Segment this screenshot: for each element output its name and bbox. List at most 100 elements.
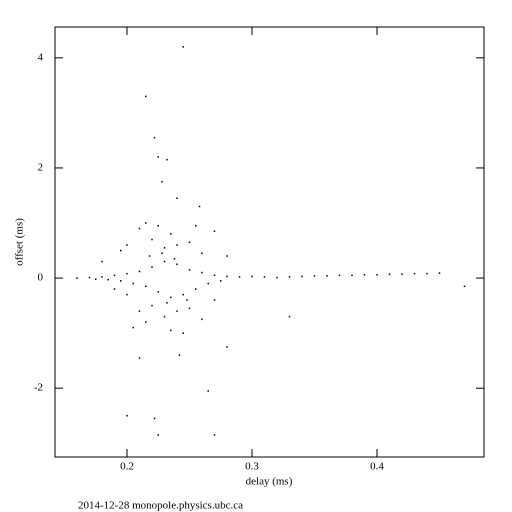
point xyxy=(226,255,228,257)
point xyxy=(95,278,97,280)
plot-frame xyxy=(54,26,485,458)
point xyxy=(238,276,241,278)
point xyxy=(161,252,163,255)
point xyxy=(176,244,178,246)
point xyxy=(207,282,209,285)
y-tick-label: 0 xyxy=(38,272,44,284)
point xyxy=(188,269,191,271)
point xyxy=(161,180,163,183)
point xyxy=(138,357,141,359)
point xyxy=(132,326,134,329)
point xyxy=(126,272,128,275)
point xyxy=(263,276,266,278)
point xyxy=(157,225,159,227)
point xyxy=(120,280,122,282)
point xyxy=(113,274,116,277)
point xyxy=(438,272,441,274)
point xyxy=(138,270,141,273)
point xyxy=(213,299,216,301)
point xyxy=(186,299,188,301)
footer: 2014-12-28 monopole.physics.ubc.ca xyxy=(78,500,243,512)
point xyxy=(201,271,203,274)
point xyxy=(145,95,147,98)
point xyxy=(145,321,147,323)
point xyxy=(288,315,291,318)
point xyxy=(276,276,278,279)
point xyxy=(120,249,122,252)
point xyxy=(145,222,147,224)
point xyxy=(188,241,191,244)
point xyxy=(163,315,166,318)
point xyxy=(226,346,228,348)
x-tick-label: 0.3 xyxy=(245,461,259,473)
point xyxy=(182,332,184,334)
point xyxy=(195,225,197,227)
point xyxy=(126,293,128,296)
point xyxy=(401,273,403,275)
point xyxy=(213,434,216,436)
point xyxy=(326,275,328,277)
point xyxy=(101,276,103,278)
point xyxy=(166,158,168,161)
point xyxy=(213,230,216,233)
point xyxy=(151,266,153,268)
point xyxy=(138,310,141,312)
point xyxy=(126,244,128,246)
point xyxy=(226,275,228,278)
point xyxy=(101,260,103,263)
point xyxy=(176,310,178,312)
point xyxy=(213,274,216,277)
point xyxy=(145,285,147,288)
point xyxy=(113,288,116,290)
point xyxy=(132,282,134,285)
point xyxy=(76,277,78,279)
point xyxy=(88,276,91,279)
point xyxy=(220,280,222,282)
point xyxy=(107,278,109,281)
point xyxy=(195,288,197,290)
point xyxy=(173,258,176,260)
point xyxy=(157,291,159,293)
point xyxy=(426,272,428,275)
point xyxy=(151,238,153,241)
point xyxy=(153,417,156,420)
x-tick-label: 0.4 xyxy=(370,461,384,473)
point xyxy=(138,227,141,230)
point xyxy=(351,274,353,277)
point xyxy=(176,197,178,199)
point xyxy=(201,318,203,321)
y-tick-label: 4 xyxy=(38,51,44,63)
point xyxy=(126,414,128,417)
point xyxy=(153,136,156,139)
y-axis-label: offset (ms) xyxy=(14,218,26,266)
point xyxy=(198,205,201,208)
point xyxy=(176,263,178,266)
point xyxy=(207,390,209,392)
point xyxy=(313,275,316,277)
point xyxy=(251,275,253,278)
point xyxy=(182,46,184,48)
point xyxy=(151,304,153,307)
point xyxy=(157,434,159,436)
point xyxy=(376,274,378,276)
x-tick-label: 0.2 xyxy=(120,461,134,473)
point xyxy=(288,276,291,278)
y-tick-label: -2 xyxy=(34,382,43,394)
point xyxy=(166,302,168,304)
point xyxy=(148,255,151,257)
point xyxy=(338,274,341,277)
point xyxy=(170,329,172,332)
point xyxy=(170,233,172,235)
point xyxy=(163,247,166,249)
point xyxy=(363,274,366,276)
point xyxy=(157,156,159,158)
point xyxy=(413,272,416,275)
point xyxy=(163,260,166,263)
x-axis-label: delay (ms) xyxy=(246,476,293,488)
point xyxy=(178,354,181,356)
y-tick-label: 2 xyxy=(38,161,44,173)
point xyxy=(301,275,303,278)
point xyxy=(170,296,172,299)
point xyxy=(201,252,203,255)
